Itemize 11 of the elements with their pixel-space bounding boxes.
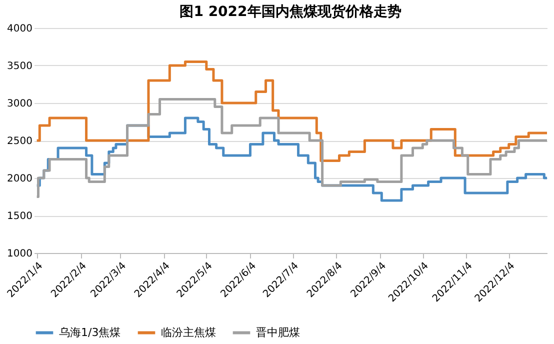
y-tick-label: 3500: [7, 61, 32, 72]
y-tick-label: 2500: [7, 136, 32, 147]
legend-label: 临汾主焦煤: [161, 326, 216, 339]
chart-title: 图1 2022年国内焦煤现货价格走势: [180, 4, 402, 20]
y-tick-label: 2000: [7, 174, 32, 184]
y-tick-label: 1000: [7, 248, 32, 260]
legend-label: 晋中肥煤: [256, 326, 300, 339]
y-tick-label: 4000: [7, 24, 32, 34]
legend-label: 乌海1/3焦煤: [59, 326, 121, 339]
y-tick-label: 3000: [7, 98, 32, 110]
y-tick-label: 1500: [7, 211, 32, 222]
